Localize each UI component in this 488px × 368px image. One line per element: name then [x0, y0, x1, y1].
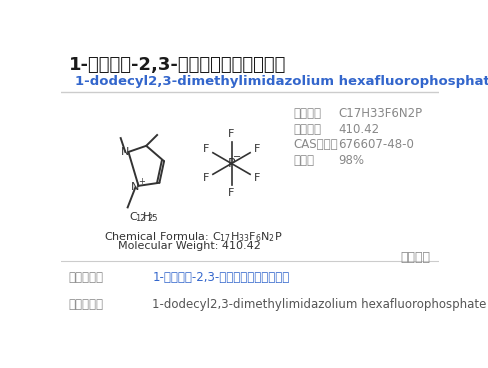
- Text: 产品名称：: 产品名称：: [69, 271, 104, 284]
- Text: 12: 12: [135, 215, 145, 223]
- Text: 分子量：: 分子量：: [293, 123, 322, 136]
- Text: −: −: [233, 152, 241, 162]
- Text: 1-十二烷基-2,3-二甲基咪唑六氟磷酸盐: 1-十二烷基-2,3-二甲基咪唑六氟磷酸盐: [69, 56, 286, 74]
- Text: 1-dodecyl2,3-dimethylimidazolium hexafluorophosphate: 1-dodecyl2,3-dimethylimidazolium hexaflu…: [152, 298, 487, 311]
- Text: H: H: [142, 212, 151, 222]
- Text: Molecular Weight: 410.42: Molecular Weight: 410.42: [118, 241, 261, 251]
- Text: 410.42: 410.42: [339, 123, 380, 136]
- Text: 纯度：: 纯度：: [293, 153, 314, 166]
- Text: Chemical Formula: $\mathrm{C_{17}H_{33}F_6N_2P}$: Chemical Formula: $\mathrm{C_{17}H_{33}F…: [103, 230, 282, 244]
- Text: 676607-48-0: 676607-48-0: [339, 138, 414, 151]
- Text: F: F: [203, 173, 209, 183]
- Text: 英文名称：: 英文名称：: [69, 298, 104, 311]
- Text: P: P: [228, 157, 235, 170]
- Text: C17H33F6N2P: C17H33F6N2P: [339, 107, 423, 120]
- Text: F: F: [228, 130, 235, 139]
- Text: F: F: [253, 173, 260, 183]
- Text: 98%: 98%: [339, 153, 365, 166]
- Text: C: C: [129, 212, 137, 222]
- Text: F: F: [228, 188, 235, 198]
- Text: F: F: [253, 144, 260, 154]
- Text: 基本信息: 基本信息: [400, 251, 430, 263]
- Text: F: F: [203, 144, 209, 154]
- Text: 1-dodecyl2,3-dimethylimidazolium hexafluorophosphate: 1-dodecyl2,3-dimethylimidazolium hexaflu…: [75, 75, 488, 88]
- Text: 1-十二烷基-2,3-二甲基咪唑六氟磷酸盐: 1-十二烷基-2,3-二甲基咪唑六氟磷酸盐: [152, 271, 290, 284]
- Text: N: N: [131, 183, 140, 192]
- Text: +: +: [138, 177, 145, 187]
- Text: N: N: [121, 147, 129, 157]
- Text: 25: 25: [148, 215, 158, 223]
- Text: 分子式：: 分子式：: [293, 107, 322, 120]
- Text: CAS编号：: CAS编号：: [293, 138, 338, 151]
